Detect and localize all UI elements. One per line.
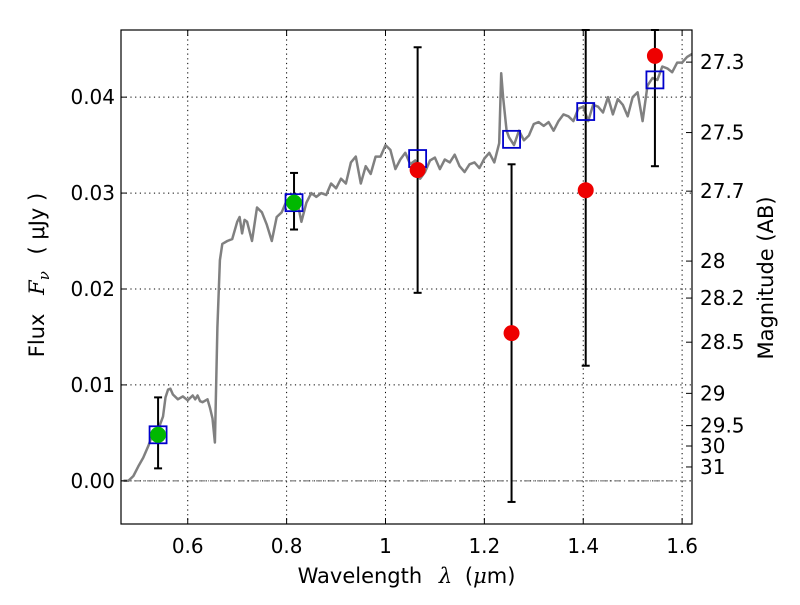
y2-tick-label: 28.2 [700, 286, 745, 310]
y2-tick-label: 30 [700, 434, 725, 458]
measured-flux-point [646, 47, 663, 64]
detection-point [286, 194, 303, 211]
y2-tick-label: 29.5 [700, 414, 745, 438]
x-axis-unit-open: ( [465, 564, 473, 588]
y2-tick-label: 27.5 [700, 121, 745, 145]
x-axis-unit-rest: m) [487, 564, 516, 588]
y-axis-subscript: ν [35, 271, 53, 280]
y-tick-label: 0.00 [70, 469, 115, 493]
data-series [123, 29, 693, 503]
y-axis-unit: ( μJy ) [25, 193, 49, 255]
y-tick-label: 0.04 [70, 85, 115, 109]
x-axis-label: Wavelength [298, 564, 423, 588]
y2-tick-label: 31 [700, 455, 725, 479]
model-photometry-square [284, 193, 304, 213]
y2-tick-label: 28 [700, 249, 725, 273]
x-axis-title: Wavelength λ (μm) [298, 564, 516, 588]
x-tick-label: 1.6 [666, 534, 698, 558]
x-axis-symbol: λ [438, 564, 452, 588]
template-spectrum-line [123, 52, 693, 483]
model-photometry-square [576, 102, 596, 121]
y-tick-label: 0.03 [70, 181, 115, 205]
model-photometry-square [148, 425, 168, 445]
model-photometry-square [645, 70, 665, 90]
plot-frame [120, 29, 693, 525]
y-axis-symbol: F [25, 279, 49, 296]
x-tick-label: 0.8 [271, 534, 303, 558]
x-tick-label: 0.6 [172, 534, 204, 558]
measured-flux-point [577, 182, 594, 199]
y2-axis-title: Magnitude (AB) [754, 196, 778, 359]
x-tick-label: 1 [379, 534, 392, 558]
measured-flux-point [503, 325, 520, 342]
detection-point [150, 426, 167, 443]
y2-tick-label: 27.7 [700, 179, 745, 203]
y-axis-title: Flux Fν ( μJy ) [25, 193, 54, 357]
y-tick-label: 0.02 [70, 277, 115, 301]
x-axis-unit-mu: μ [473, 564, 487, 588]
y2-tick-label: 27.3 [700, 50, 745, 74]
model-photometry-square [502, 129, 521, 149]
y2-tick-label: 28.5 [700, 330, 745, 354]
y2-tick-label: 29 [700, 381, 725, 405]
axis-ticks: 0.6 0.8 1 1.2 1.4 1.6 0.00 0.01 0.02 0.03 0.04 27.3… [70, 30, 745, 558]
x-tick-label: 1.4 [567, 534, 599, 558]
y-axis-label: Flux [25, 314, 49, 358]
x-tick-label: 1.2 [468, 534, 500, 558]
measured-flux-point [409, 162, 426, 179]
y-tick-label: 0.01 [70, 373, 115, 397]
